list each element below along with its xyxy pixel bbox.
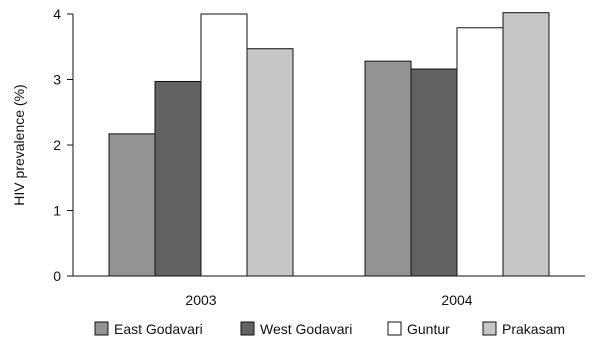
- legend-label: Prakasam: [502, 321, 565, 337]
- legend-label: East Godavari: [114, 321, 203, 337]
- y-tick-label: 3: [53, 72, 61, 88]
- legend-label: Guntur: [407, 321, 450, 337]
- legend-swatch: [482, 321, 497, 336]
- y-tick-label: 0: [53, 268, 61, 284]
- legend-swatch: [94, 321, 109, 336]
- bar: [364, 60, 412, 277]
- bar: [502, 12, 550, 277]
- x-tick-labels: 2003 2004: [185, 292, 472, 308]
- bar: [200, 13, 248, 277]
- bar: [456, 27, 504, 277]
- y-tick-label: 2: [53, 137, 61, 153]
- bar: [410, 68, 458, 277]
- bar: [154, 80, 202, 277]
- y-tick-label: 1: [53, 203, 61, 219]
- bars: [108, 12, 550, 277]
- bar: [246, 48, 294, 277]
- legend-label: West Godavari: [260, 321, 352, 337]
- y-axis-title: HIV prevalence (%): [11, 84, 27, 205]
- y-tick-label: 4: [53, 6, 61, 22]
- x-tick-label: 2004: [441, 292, 472, 308]
- legend-swatch: [387, 321, 402, 336]
- legend-swatch: [240, 321, 255, 336]
- legend: East Godavari West Godavari Guntur Prakasam: [94, 321, 565, 337]
- x-tick-label: 2003: [185, 292, 216, 308]
- y-tick-labels: 0 1 2 3 4: [53, 6, 61, 284]
- bar: [108, 133, 156, 277]
